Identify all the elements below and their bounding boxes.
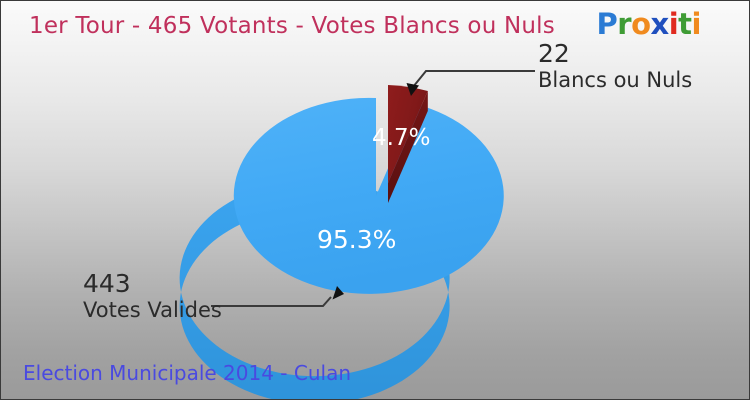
page-title: 1er Tour - 465 Votants - Votes Blancs ou… bbox=[29, 13, 555, 39]
slice-percent-votes-valides: 95.3% bbox=[317, 225, 397, 254]
pie-slice-blancs-ou-nuls[interactable] bbox=[388, 85, 428, 203]
callout-line-valides bbox=[211, 286, 344, 307]
pie-slice-blancs-ou-nuls-side bbox=[388, 91, 428, 203]
logo-letter-6: i bbox=[691, 7, 702, 41]
callout-valides-value: 443 bbox=[83, 269, 131, 298]
callout-blancs-value: 22 bbox=[538, 39, 570, 68]
callout-line-blancs bbox=[406, 70, 535, 96]
footer-caption: Election Municipale 2014 - Culan bbox=[23, 361, 352, 385]
logo-letter-1: r bbox=[617, 7, 632, 41]
logo-letter-3: x bbox=[650, 7, 670, 41]
callout-valides-label: Votes Valides bbox=[83, 298, 222, 323]
callout-blancs-ou-nuls: 22 Blancs ou Nuls bbox=[538, 39, 693, 94]
logo-letter-5: t bbox=[678, 7, 692, 41]
proxiti-logo[interactable]: Proxiti bbox=[596, 10, 701, 39]
pie-slice-blancs-ou-nuls-top bbox=[388, 85, 428, 183]
slice-percent-blancs-ou-nuls: 4.7% bbox=[372, 125, 431, 151]
callout-blancs-label: Blancs ou Nuls bbox=[538, 68, 693, 93]
callout-votes-valides: 443 Votes Valides bbox=[83, 269, 222, 324]
logo-letter-4: i bbox=[668, 7, 679, 41]
pie-slice-votes-valides-top bbox=[233, 97, 504, 294]
pie-slice-votes-valides[interactable] bbox=[179, 97, 504, 400]
logo-letter-0: P bbox=[596, 7, 618, 41]
logo-letter-2: o bbox=[631, 7, 651, 41]
